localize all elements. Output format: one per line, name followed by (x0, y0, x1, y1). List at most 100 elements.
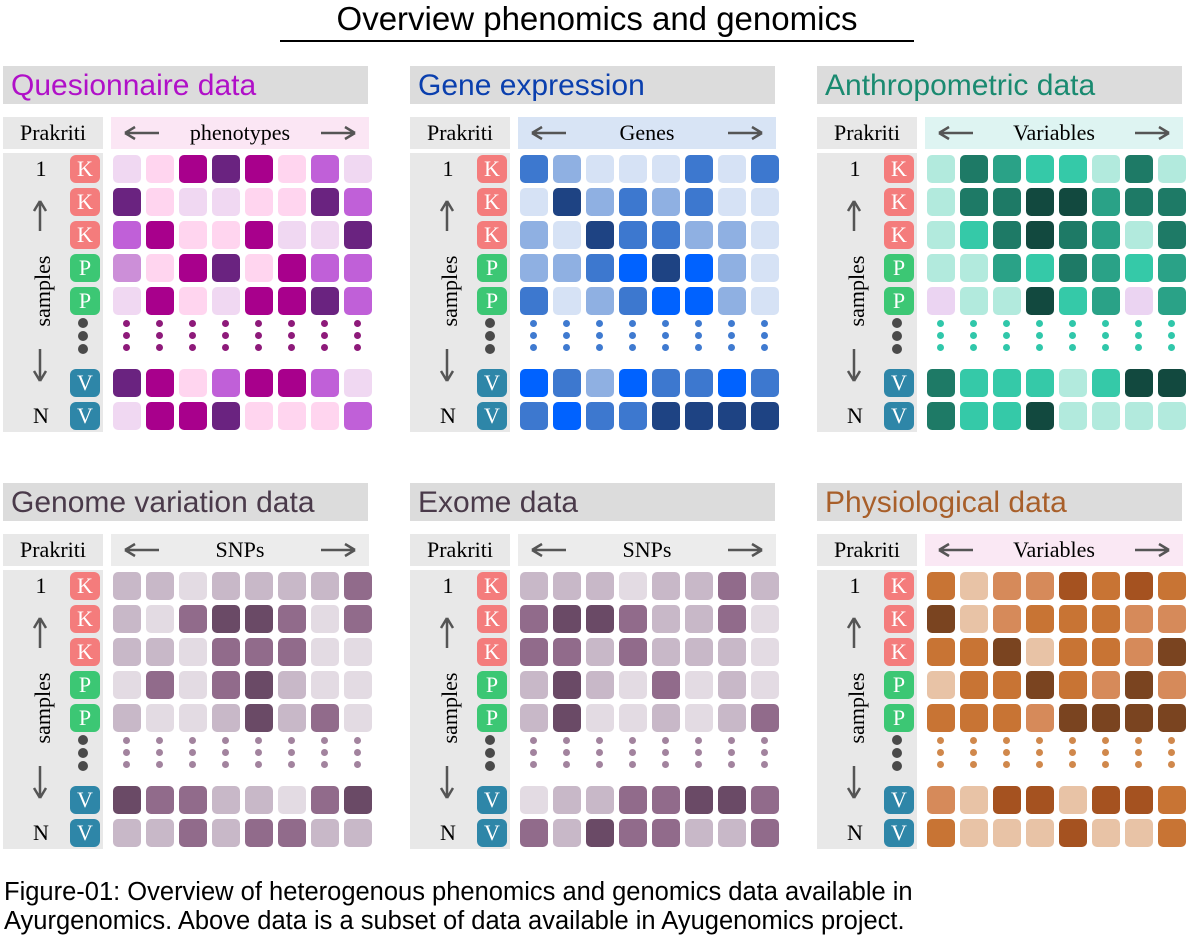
matrix-cell (311, 819, 339, 847)
prakriti-badge-v: V (70, 786, 100, 814)
ellipsis-dot (78, 331, 88, 341)
matrix-cell (520, 671, 548, 699)
matrix-cell (520, 572, 548, 600)
matrix-cell (1092, 638, 1120, 666)
ellipsis-dot (1036, 332, 1043, 339)
matrix-cell (344, 704, 372, 732)
matrix-cell (619, 605, 647, 633)
matrix-cell (1125, 671, 1153, 699)
matrix-cell (1125, 254, 1153, 282)
matrix-cell (1026, 605, 1054, 633)
ellipsis-dot (1003, 749, 1010, 756)
ellipsis-dot (354, 749, 361, 756)
matrix-cell (993, 402, 1021, 430)
matrix-cell (927, 369, 955, 397)
matrix-cell (1059, 287, 1087, 315)
ellipsis-dot (728, 749, 735, 756)
matrix-cell (586, 786, 614, 814)
matrix-cell (1092, 605, 1120, 633)
prakriti-badge-p: P (884, 671, 914, 699)
prakriti-badge-p: P (70, 254, 100, 282)
prakriti-badge-p: P (477, 704, 507, 732)
samples-arrows (32, 617, 48, 799)
matrix-cell (1158, 572, 1186, 600)
row-label-last: N (33, 403, 49, 428)
matrix-cell (245, 671, 273, 699)
prakriti-badge-k: K (884, 638, 914, 666)
ellipsis-dot (970, 749, 977, 756)
left-arrow-icon (531, 125, 566, 141)
matrix-cell (685, 638, 713, 666)
matrix-cell (179, 369, 207, 397)
matrix-cell (993, 188, 1021, 216)
matrix-cell (113, 819, 141, 847)
matrix-cell (344, 671, 372, 699)
matrix-cell (685, 402, 713, 430)
data-matrix (111, 153, 373, 432)
ellipsis-dot (123, 320, 130, 327)
matrix-cell (993, 572, 1021, 600)
ellipsis-dot (1168, 344, 1175, 351)
matrix-cell (520, 704, 548, 732)
ellipsis-dot (530, 749, 537, 756)
right-arrow-icon (728, 125, 763, 141)
ellipsis-dot (662, 320, 669, 327)
matrix-cell (520, 188, 548, 216)
caption-line-2: Ayurgenomics. Above data is a subset of … (4, 907, 905, 935)
ellipsis-dot (354, 332, 361, 339)
matrix-cell (685, 704, 713, 732)
ellipsis-dot (288, 749, 295, 756)
prakriti-badge-v: V (70, 369, 100, 397)
matrix-cell (586, 638, 614, 666)
left-arrow-icon (124, 542, 159, 558)
matrix-cell (179, 402, 207, 430)
matrix-cell (278, 605, 306, 633)
matrix-cell (751, 671, 779, 699)
ellipsis-dot (222, 737, 229, 744)
matrix-cell (553, 638, 581, 666)
matrix-cell (993, 786, 1021, 814)
matrix-cell (179, 786, 207, 814)
ellipsis-dot (189, 344, 196, 351)
matrix-cell (993, 605, 1021, 633)
matrix-cell (113, 671, 141, 699)
matrix-cell (311, 287, 339, 315)
prakriti-badge-k: K (884, 221, 914, 249)
prakriti-badge-p: P (884, 287, 914, 315)
matrix-cell (245, 605, 273, 633)
matrix-cell (993, 254, 1021, 282)
matrix-cell (278, 188, 306, 216)
matrix-cell (278, 671, 306, 699)
matrix-cell (212, 786, 240, 814)
matrix-cell (146, 671, 174, 699)
matrix-cell (927, 638, 955, 666)
prakriti-badge-v: V (477, 786, 507, 814)
row-label-last: N (847, 403, 863, 428)
matrix-cell (179, 287, 207, 315)
up-arrow-icon (32, 617, 48, 648)
matrix-cell (619, 786, 647, 814)
matrix-cell (553, 671, 581, 699)
row-label-first: 1 (35, 573, 47, 598)
matrix-cell (718, 155, 746, 183)
matrix-cell (278, 638, 306, 666)
ellipsis-dot (123, 737, 130, 744)
matrix-cell (751, 819, 779, 847)
prakriti-badge-p: P (477, 671, 507, 699)
matrix-cell (718, 704, 746, 732)
matrix-cell (1026, 254, 1054, 282)
ellipsis-dot (255, 749, 262, 756)
header-label: phenotypes (189, 120, 291, 145)
matrix-cell (344, 254, 372, 282)
matrix-cell (960, 402, 988, 430)
up-arrow-icon (439, 200, 455, 231)
matrix-cell (146, 221, 174, 249)
matrix-cell (751, 402, 779, 430)
matrix-cell (1026, 188, 1054, 216)
ellipsis-dot (321, 749, 328, 756)
ellipsis-dot (629, 320, 636, 327)
matrix-cell (245, 638, 273, 666)
matrix-cell (685, 786, 713, 814)
